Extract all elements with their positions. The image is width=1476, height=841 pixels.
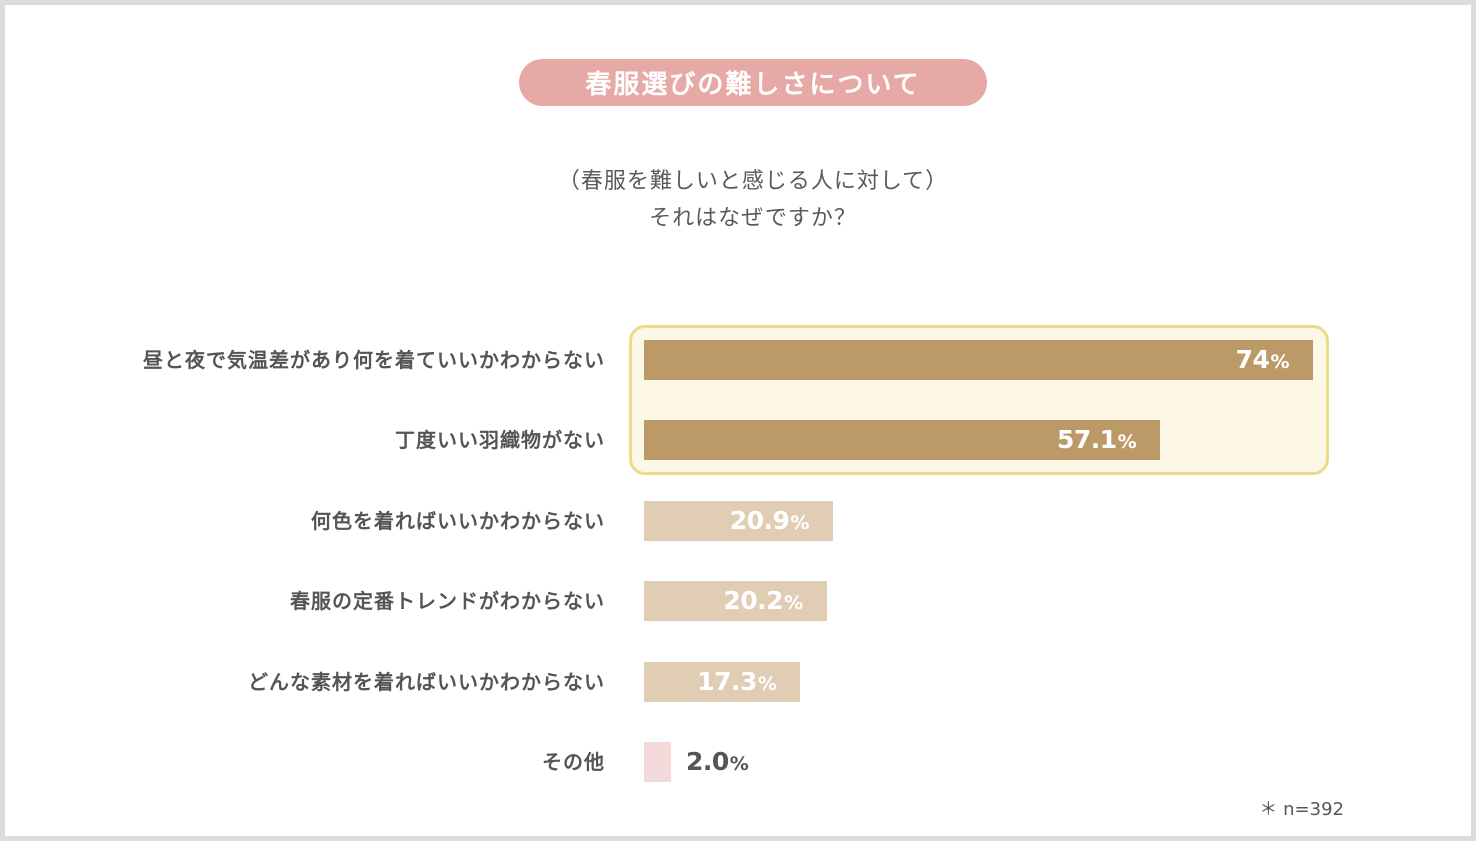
chart-subtitle: （春服を難しいと感じる人に対して） それはなぜですか？ — [443, 163, 1063, 237]
bar — [644, 742, 671, 782]
chart-title: 春服選びの難しさについて — [519, 59, 987, 106]
bar-value-label: 20.9% — [729, 505, 810, 535]
bar — [644, 500, 833, 541]
category-label: その他 — [542, 750, 605, 774]
category-label: どんな素材を着ればいいかわからない — [248, 669, 605, 694]
bar-value-label: 17.3% — [697, 666, 777, 696]
bar-value-label: 2.0% — [686, 747, 749, 776]
category-label: 春服の定番トレンドがわからない — [290, 589, 605, 614]
bar-value-label: 20.2% — [723, 586, 803, 616]
category-label: 丁度いい羽織物がない — [395, 428, 605, 453]
subtitle-line-2: それはなぜですか？ — [649, 206, 857, 231]
bar — [644, 420, 1161, 461]
bar — [644, 581, 827, 622]
bar — [644, 661, 801, 702]
sample-size-note: ＊ n=392 — [1259, 799, 1344, 820]
category-label: 昼と夜で気温差があり何を着ていいかわからない — [143, 348, 605, 372]
category-label: 何色を着ればいいかわからない — [311, 508, 605, 533]
bar-value-label: 57.1% — [1056, 425, 1137, 455]
bar-value-label: 74% — [1235, 345, 1290, 374]
subtitle-line-1: （春服を難しいと感じる人に対して） — [557, 169, 949, 194]
bar — [644, 340, 1313, 380]
